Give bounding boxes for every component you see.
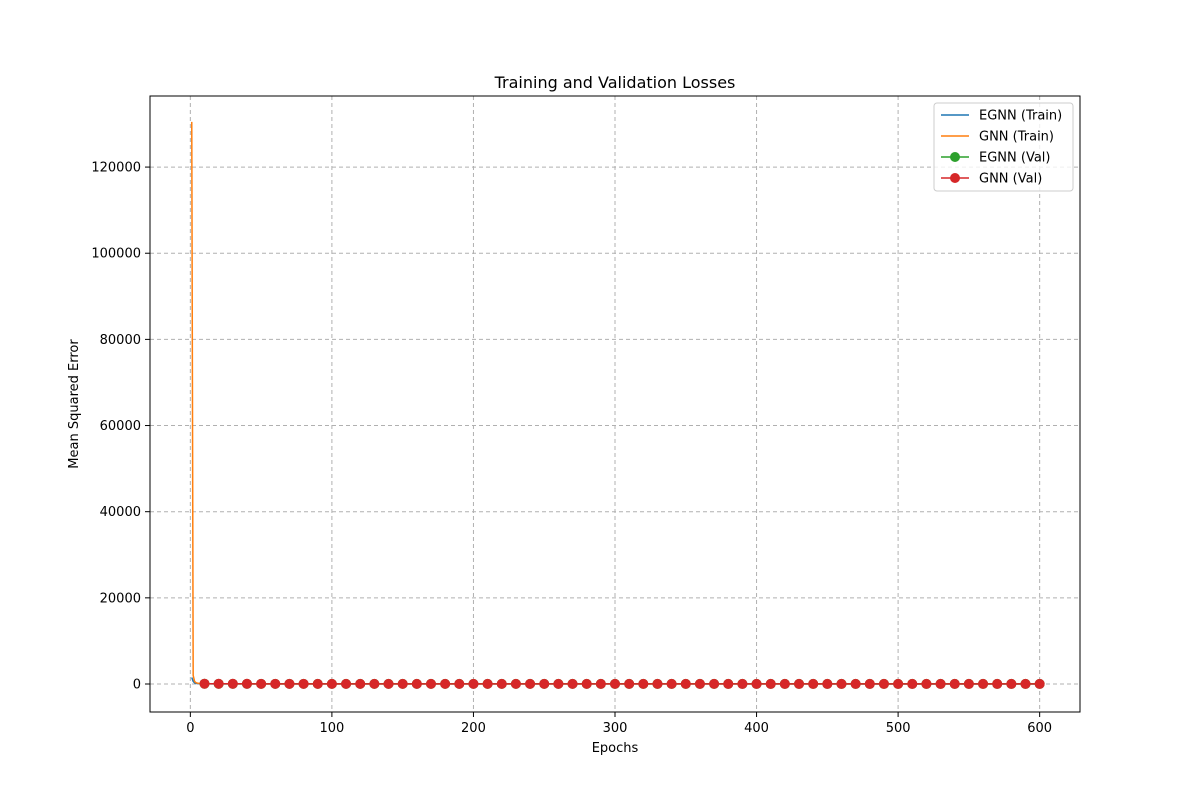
data-point-gnn-val (312, 678, 323, 689)
data-point-gnn-val (794, 678, 805, 689)
data-point-gnn-val (510, 678, 521, 689)
x-tick-label: 600 (1027, 721, 1052, 736)
series-gnn-val (199, 678, 1045, 689)
data-point-gnn-val (227, 678, 238, 689)
grid (150, 96, 1080, 712)
data-point-gnn-val (468, 678, 479, 689)
x-tick-label: 0 (186, 721, 194, 736)
data-point-gnn-val (737, 678, 748, 689)
x-tick-label: 200 (461, 721, 486, 736)
y-tick-label: 20000 (100, 591, 141, 606)
y-axis-label: Mean Squared Error (67, 339, 82, 469)
data-point-gnn-val (723, 678, 734, 689)
data-point-gnn-val (454, 678, 465, 689)
data-point-gnn-val (383, 678, 394, 689)
legend-item: EGNN (Val) (941, 151, 1050, 166)
y-tick-label: 60000 (100, 419, 141, 434)
data-point-gnn-val (709, 678, 720, 689)
data-point-gnn-val (553, 678, 564, 689)
legend-item: EGNN (Train) (941, 109, 1062, 124)
data-point-gnn-val (864, 678, 875, 689)
data-point-gnn-val (949, 678, 960, 689)
data-point-gnn-val (284, 678, 295, 689)
data-point-gnn-val (595, 678, 606, 689)
data-point-gnn-val (425, 678, 436, 689)
data-point-gnn-val (935, 678, 946, 689)
data-point-gnn-val (326, 678, 337, 689)
data-point-gnn-val (411, 678, 422, 689)
data-point-gnn-val (341, 678, 352, 689)
legend: EGNN (Train) GNN (Train) EGNN (Val) GNN (Va… (933, 102, 1074, 192)
data-point-gnn-val (992, 678, 1003, 689)
data-point-gnn-val (581, 678, 592, 689)
data-point-gnn-val (765, 678, 776, 689)
data-point-gnn-val (850, 678, 861, 689)
data-point-gnn-val (525, 678, 536, 689)
data-point-gnn-val (241, 678, 252, 689)
data-point-gnn-val (878, 678, 889, 689)
data-point-gnn-val (256, 678, 267, 689)
y-tick-label: 0 (133, 678, 141, 693)
data-point-gnn-val (893, 678, 904, 689)
x-axis-label: Epochs (592, 741, 639, 756)
x-tick-label: 400 (744, 721, 769, 736)
axis-ticks: 0 100 200 300 400 500 600 0 20000 40000 60000 80000… (91, 161, 1052, 736)
data-point-gnn-val (921, 678, 932, 689)
x-tick-label: 100 (319, 721, 344, 736)
data-point-gnn-val (638, 678, 649, 689)
data-point-gnn-val (624, 678, 635, 689)
data-point-gnn-val (1006, 678, 1017, 689)
x-tick-label: 300 (603, 721, 628, 736)
data-point-gnn-val (1020, 678, 1031, 689)
data-point-gnn-val (610, 678, 620, 689)
data-point-gnn-val (213, 678, 224, 689)
y-tick-label: 80000 (100, 333, 141, 348)
data-point-gnn-val (652, 678, 663, 689)
data-point-gnn-val (907, 678, 918, 689)
data-point-gnn-val (567, 678, 578, 689)
data-point-gnn-val (539, 678, 550, 689)
legend-item: GNN (Train) (941, 130, 1054, 145)
legend-marker (950, 152, 960, 162)
series-layer (191, 121, 1045, 689)
data-point-gnn-val (496, 678, 507, 689)
legend-marker (950, 173, 960, 183)
legend-label: EGNN (Train) (979, 109, 1062, 124)
data-point-gnn-val (808, 678, 819, 689)
legend-item: GNN (Val) (941, 172, 1042, 187)
data-point-gnn-val (963, 678, 974, 689)
legend-box (933, 102, 1074, 192)
data-point-gnn-val (666, 678, 677, 689)
data-point-gnn-val (751, 678, 762, 689)
data-point-gnn-val (199, 678, 210, 689)
data-point-gnn-val (1034, 678, 1045, 689)
data-point-gnn-val (694, 678, 705, 689)
y-tick-label: 40000 (100, 505, 141, 520)
data-point-gnn-val (978, 678, 989, 689)
data-point-gnn-val (369, 678, 380, 689)
data-point-gnn-val (440, 678, 451, 689)
data-point-gnn-val (355, 678, 366, 689)
data-point-gnn-val (836, 678, 847, 689)
data-point-gnn-val (779, 678, 790, 689)
data-point-gnn-val (680, 678, 691, 689)
data-point-gnn-val (270, 678, 281, 689)
data-point-gnn-val (397, 678, 408, 689)
data-point-gnn-val (822, 678, 833, 689)
chart-title: Training and Validation Losses (494, 73, 736, 92)
legend-label: GNN (Val) (979, 172, 1042, 187)
y-tick-label: 100000 (91, 247, 141, 262)
data-point-gnn-val (482, 678, 493, 689)
legend-label: GNN (Train) (979, 130, 1054, 145)
y-tick-label: 120000 (91, 161, 141, 176)
x-tick-label: 500 (886, 721, 911, 736)
data-point-gnn-val (298, 678, 309, 689)
legend-label: EGNN (Val) (979, 151, 1050, 166)
